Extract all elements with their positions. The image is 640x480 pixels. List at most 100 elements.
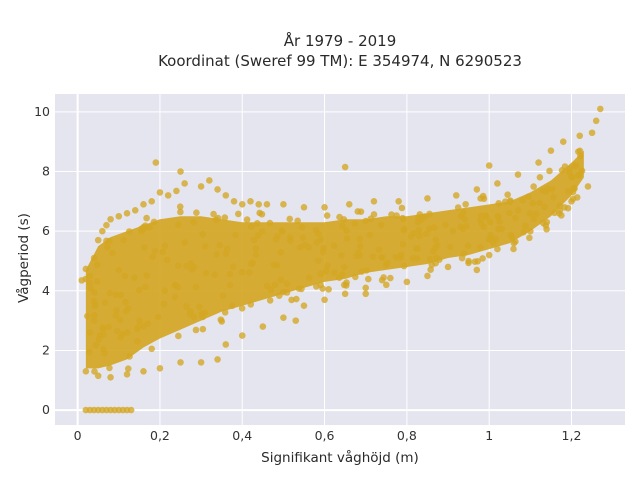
scatter-point bbox=[223, 245, 231, 253]
scatter-point bbox=[86, 348, 93, 356]
scatter-point bbox=[175, 332, 182, 340]
scatter-point bbox=[283, 289, 291, 296]
scatter-point bbox=[181, 180, 188, 187]
scatter-point bbox=[144, 320, 152, 328]
scatter-point bbox=[243, 216, 251, 223]
x-tick-label: 0 bbox=[74, 428, 82, 443]
scatter-point bbox=[321, 204, 328, 211]
scatter-point bbox=[103, 237, 110, 245]
scatter-point bbox=[461, 215, 469, 223]
scatter-point bbox=[115, 266, 123, 274]
scatter-point bbox=[300, 302, 308, 310]
scatter-point bbox=[94, 372, 102, 380]
scatter-point bbox=[95, 336, 103, 343]
scatter-point bbox=[494, 213, 502, 221]
scatter-point bbox=[90, 297, 98, 305]
scatter-point bbox=[568, 198, 575, 205]
scatter-point bbox=[163, 256, 171, 264]
scatter-point bbox=[112, 312, 120, 319]
y-axis-title: Vågperiod (s) bbox=[15, 213, 32, 303]
scatter-point bbox=[192, 283, 200, 291]
scatter-point bbox=[331, 269, 338, 276]
scatter-point bbox=[283, 280, 291, 288]
scatter-point bbox=[174, 221, 182, 229]
scatter-point bbox=[506, 198, 514, 206]
x-tick-label: 0,8 bbox=[397, 428, 417, 443]
scatter-point bbox=[409, 254, 417, 262]
scatter-point bbox=[519, 196, 526, 204]
scatter-point bbox=[592, 117, 600, 125]
scatter-point bbox=[530, 215, 537, 223]
scatter-point bbox=[375, 246, 383, 253]
scatter-point bbox=[238, 332, 246, 339]
scatter-point bbox=[177, 208, 184, 216]
scatter-point bbox=[113, 307, 120, 314]
scatter-point bbox=[487, 231, 494, 239]
scatter-point bbox=[141, 222, 149, 229]
scatter-point bbox=[91, 312, 98, 319]
scatter-point bbox=[273, 261, 281, 269]
scatter-point bbox=[444, 263, 452, 271]
scatter-point bbox=[536, 174, 544, 181]
scatter-point bbox=[140, 368, 147, 375]
scatter-point bbox=[330, 242, 338, 250]
scatter-point bbox=[356, 242, 364, 250]
scatter-point bbox=[341, 163, 349, 171]
scatter-point bbox=[392, 253, 400, 261]
scatter-point bbox=[548, 186, 556, 193]
scatter-point bbox=[561, 163, 569, 170]
scatter-point bbox=[141, 244, 148, 251]
data-points bbox=[78, 105, 604, 414]
scatter-point bbox=[255, 201, 263, 208]
density-bands bbox=[85, 150, 584, 369]
scatter-point bbox=[176, 203, 184, 210]
scatter-point bbox=[530, 183, 537, 190]
scatter-point bbox=[125, 228, 133, 235]
scatter-point bbox=[403, 278, 411, 286]
scatter-point bbox=[431, 224, 438, 231]
scatter-point bbox=[278, 227, 285, 234]
scatter-point bbox=[370, 198, 378, 205]
scatter-point bbox=[154, 313, 162, 321]
scatter-point bbox=[140, 201, 147, 208]
scatter-point bbox=[520, 228, 527, 236]
scatter-point bbox=[353, 252, 360, 260]
scatter-point bbox=[250, 236, 258, 244]
scatter-point bbox=[362, 284, 370, 292]
scatter-point bbox=[341, 290, 349, 298]
scatter-point bbox=[190, 218, 197, 226]
scatter-point bbox=[103, 221, 110, 229]
scatter-point bbox=[123, 329, 131, 337]
scatter-point bbox=[550, 193, 557, 201]
scatter-point bbox=[286, 234, 294, 241]
scatter-point bbox=[280, 201, 287, 208]
scatter-point bbox=[143, 272, 151, 279]
scatter-point bbox=[410, 230, 417, 237]
scatter-point bbox=[477, 217, 484, 224]
chart-title-line-2: Koordinat (Sweref 99 TM): E 354974, N 62… bbox=[158, 52, 522, 70]
scatter-point bbox=[101, 299, 109, 306]
scatter-point bbox=[197, 183, 205, 190]
scatter-point bbox=[148, 198, 156, 205]
scatter-point bbox=[112, 291, 120, 298]
scatter-point bbox=[123, 209, 131, 217]
scatter-point bbox=[377, 221, 385, 229]
scatter-point bbox=[173, 187, 180, 195]
scatter-point bbox=[485, 251, 493, 259]
scatter-point bbox=[177, 359, 184, 366]
scatter-point bbox=[171, 293, 179, 301]
scatter-point bbox=[142, 283, 149, 291]
scatter-point bbox=[156, 189, 164, 196]
scatter-point bbox=[399, 214, 406, 222]
scatter-point bbox=[501, 198, 509, 205]
scatter-point bbox=[252, 245, 260, 252]
scatter-point bbox=[345, 201, 353, 208]
scatter-point bbox=[216, 241, 224, 249]
scatter-point bbox=[588, 129, 596, 137]
scatter-point bbox=[432, 236, 440, 244]
scatter-point bbox=[183, 262, 190, 270]
scatter-point bbox=[479, 255, 486, 262]
scatter-point bbox=[343, 227, 350, 235]
scatter-point bbox=[356, 235, 364, 243]
scatter-point bbox=[494, 245, 501, 253]
